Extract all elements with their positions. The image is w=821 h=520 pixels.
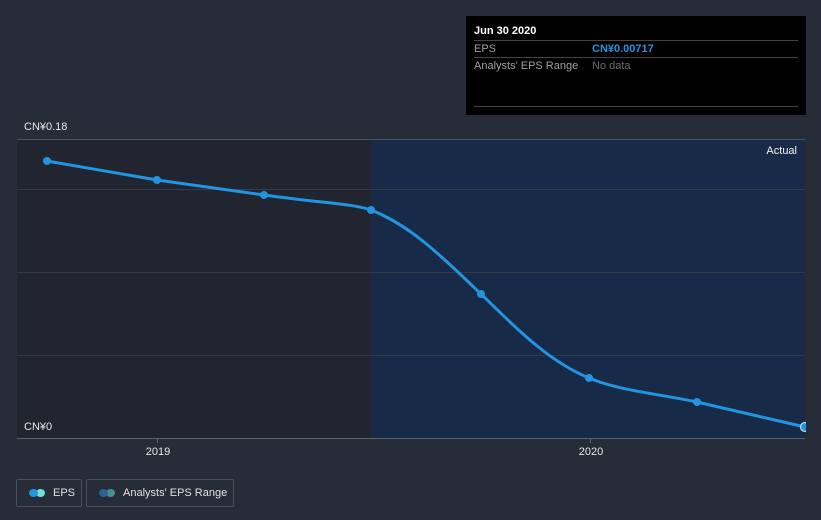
past-region — [17, 139, 371, 438]
legend-analysts-range-button[interactable]: Analysts' EPS Range — [86, 479, 234, 507]
tooltip: Jun 30 2020 EPS CN¥0.00717 Analysts' EPS… — [466, 16, 806, 115]
eps-point[interactable] — [693, 398, 701, 406]
eps-points — [43, 157, 701, 406]
eps-point[interactable] — [260, 191, 268, 199]
tooltip-row-eps: EPS CN¥0.00717 — [474, 40, 798, 58]
x-axis-label-2019: 2019 — [145, 446, 171, 458]
tooltip-eps-value: CN¥0.00717 — [592, 43, 654, 55]
legend-eps-label: EPS — [53, 487, 76, 499]
tooltip-range-value: No data — [592, 60, 631, 72]
analysts-range-legend-icon — [99, 489, 115, 497]
y-axis-top-label: CN¥0.18 — [24, 121, 68, 133]
eps-point[interactable] — [43, 157, 51, 165]
actual-region — [371, 139, 805, 438]
legend-eps-button[interactable]: EPS — [16, 479, 82, 507]
tooltip-row-range: Analysts' EPS Range No data — [474, 57, 798, 75]
eps-legend-icon — [29, 489, 45, 497]
actual-region-label: Actual — [766, 145, 797, 157]
eps-point[interactable] — [153, 176, 161, 184]
tooltip-date: Jun 30 2020 — [474, 25, 537, 37]
eps-point[interactable] — [585, 374, 593, 382]
tooltip-divider — [474, 106, 798, 107]
x-axis-label-2020: 2020 — [578, 446, 604, 458]
legend-analysts-range-label: Analysts' EPS Range — [123, 487, 228, 499]
eps-point[interactable] — [477, 290, 485, 298]
eps-point[interactable] — [367, 206, 375, 214]
right-gutter — [806, 139, 821, 439]
tooltip-range-key: Analysts' EPS Range — [474, 60, 579, 72]
tooltip-eps-key: EPS — [474, 43, 497, 55]
y-axis-bottom-label: CN¥0 — [24, 421, 53, 433]
